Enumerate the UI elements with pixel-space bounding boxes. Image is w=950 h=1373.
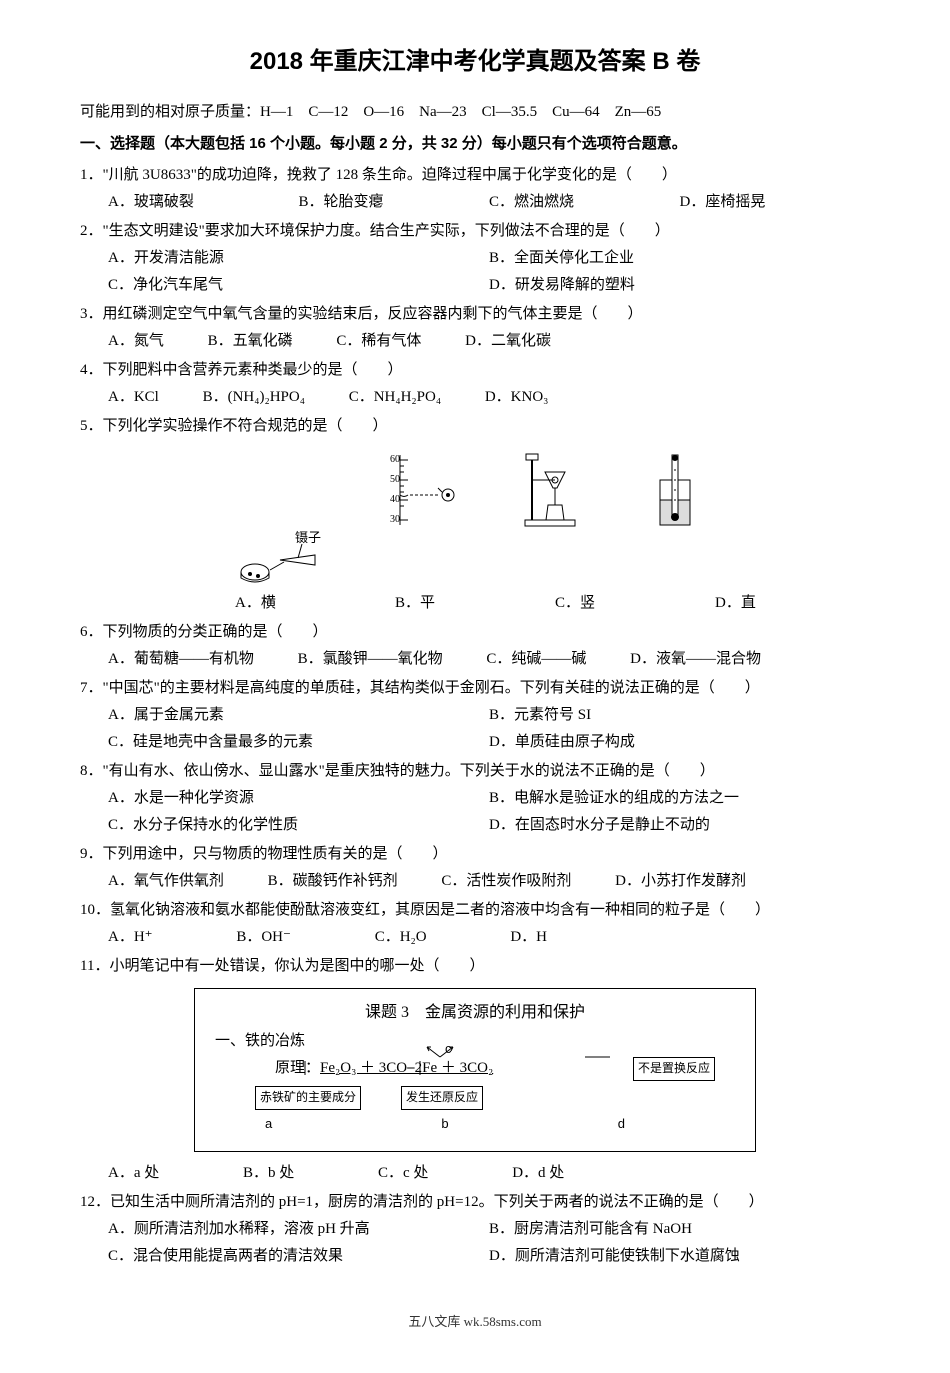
q8-opt-b: B．电解水是验证水的组成的方法之一: [489, 785, 870, 812]
question-11: 11．小明笔记中有一处错误，你认为是图中的哪一处（ ） 课题 3 金属资源的利用…: [80, 953, 870, 1187]
q2-opt-a: A．开发清洁能源: [108, 245, 489, 272]
q10-opt-d: D．H: [510, 924, 547, 951]
q11-opt-b: B．b 处: [243, 1160, 294, 1187]
q1-opt-b: B．轮胎变瘪: [299, 189, 490, 216]
q3-opt-c: C．稀有气体: [336, 328, 421, 355]
q12-opt-d: D．厕所清洁剂可能使铁制下水道腐蚀: [489, 1243, 870, 1270]
question-2: 2．"生态文明建设"要求加大环境保护力度。结合生产实际，下列做法不合理的是（ ）…: [80, 218, 870, 299]
q1-opt-c: C．燃油燃烧: [489, 189, 680, 216]
atomic-mass-info: 可能用到的相对原子质量：H—1 C—12 O—16 Na—23 Cl—35.5 …: [80, 99, 870, 126]
question-4: 4．下列肥料中含营养元素种类最少的是（ ） A．KCl B．(NH₄)₂HPO₄…: [80, 357, 870, 411]
q10-text: 10．氢氧化钠溶液和氨水都能使酚酞溶液变红，其原因是二者的溶液中均含有一种相同的…: [80, 897, 870, 924]
q3-opt-a: A．氮气: [108, 328, 164, 355]
q5-diagram-b: 60 50 40 30: [390, 450, 460, 530]
q11-box-title: 课题 3 金属资源的利用和保护: [215, 999, 735, 1028]
q11-letter-a: a: [265, 1112, 272, 1135]
svg-text:40: 40: [390, 494, 400, 505]
question-3: 3．用红磷测定空气中氧气含量的实验结束后，反应容器内剩下的气体主要是（ ） A．…: [80, 301, 870, 355]
q4-opt-c: C．NH₄H₂PO₄: [349, 384, 441, 411]
q9-opt-b: B．碳酸钙作补钙剂: [268, 868, 398, 895]
q11-opt-c: C．c 处: [378, 1160, 428, 1187]
q6-opt-d: D．液氧——混合物: [630, 646, 761, 673]
q6-text: 6．下列物质的分类正确的是（ ）: [80, 619, 870, 646]
q5-diagram-c: [520, 450, 590, 530]
page-footer: 五八文库 wk.58sms.com: [80, 1310, 870, 1333]
q12-opt-b: B．厨房清洁剂可能含有 NaOH: [489, 1216, 870, 1243]
q11-opt-d: D．d 处: [512, 1160, 564, 1187]
q3-opt-b: B．五氧化磷: [208, 328, 293, 355]
q1-opt-d: D．座椅摇晃: [680, 189, 871, 216]
q5-opt-c: C．竖: [555, 590, 675, 617]
question-5: 5．下列化学实验操作不符合规范的是（ ） 60 50 40 30: [80, 413, 870, 617]
q3-text: 3．用红磷测定空气中氧气含量的实验结束后，反应容器内剩下的气体主要是（ ）: [80, 301, 870, 328]
q5-diagram-a: 镊子: [240, 530, 360, 590]
q4-opt-d: D．KNO₃: [485, 384, 549, 411]
q7-opt-d: D．单质硅由原子构成: [489, 729, 870, 756]
question-6: 6．下列物质的分类正确的是（ ） A．葡萄糖——有机物 B．氯酸钾——氧化物 C…: [80, 619, 870, 673]
q2-opt-c: C．净化汽车尾气: [108, 272, 489, 299]
svg-text:50: 50: [390, 474, 400, 485]
q2-opt-b: B．全面关停化工企业: [489, 245, 870, 272]
question-9: 9．下列用途中，只与物质的物理性质有关的是（ ） A．氧气作供氧剂 B．碳酸钙作…: [80, 841, 870, 895]
q12-text: 12．已知生活中厕所清洁剂的 pH=1，厨房的清洁剂的 pH=12。下列关于两者…: [80, 1189, 870, 1216]
q9-opt-a: A．氧气作供氧剂: [108, 868, 224, 895]
svg-text:60: 60: [390, 454, 400, 465]
q5-text: 5．下列化学实验操作不符合规范的是（ ）: [80, 413, 870, 440]
q11-diagram: 课题 3 金属资源的利用和保护 一、铁的冶炼 原理：Fe₂O₃ ＋ 3CO⎯2F…: [80, 988, 870, 1152]
q6-opt-b: B．氯酸钾——氧化物: [298, 646, 443, 673]
q8-opt-c: C．水分子保持水的化学性质: [108, 812, 489, 839]
q5-diagrams: 60 50 40 30: [80, 450, 870, 530]
q8-opt-a: A．水是一种化学资源: [108, 785, 489, 812]
q7-text: 7．"中国芯"的主要材料是高纯度的单质硅，其结构类似于金刚石。下列有关硅的说法正…: [80, 675, 870, 702]
q10-opt-c: C．H₂O: [375, 924, 427, 951]
section-1-header: 一、选择题（本大题包括 16 个小题。每小题 2 分，共 32 分）每小题只有个…: [80, 130, 870, 158]
q7-opt-a: A．属于金属元素: [108, 702, 489, 729]
q10-opt-b: B．OH⁻: [236, 924, 291, 951]
q3-opt-d: D．二氧化碳: [465, 328, 551, 355]
q1-text: 1．"川航 3U8633"的成功迫降，挽救了 128 条生命。迫降过程中属于化学…: [80, 162, 870, 189]
q6-opt-c: C．纯碱——碱: [486, 646, 586, 673]
q11-opt-a: A．a 处: [108, 1160, 159, 1187]
q5-diagram-d: [650, 450, 700, 530]
q5-opt-d: D．直: [715, 590, 835, 617]
question-8: 8．"有山有水、依山傍水、显山露水"是重庆独特的魅力。下列关于水的说法不正确的是…: [80, 758, 870, 839]
q2-text: 2．"生态文明建设"要求加大环境保护力度。结合生产实际，下列做法不合理的是（ ）: [80, 218, 870, 245]
q9-text: 9．下列用途中，只与物质的物理性质有关的是（ ）: [80, 841, 870, 868]
question-1: 1．"川航 3U8633"的成功迫降，挽救了 128 条生命。迫降过程中属于化学…: [80, 162, 870, 216]
question-12: 12．已知生活中厕所清洁剂的 pH=1，厨房的清洁剂的 pH=12。下列关于两者…: [80, 1189, 870, 1270]
q8-text: 8．"有山有水、依山傍水、显山露水"是重庆独特的魅力。下列关于水的说法不正确的是…: [80, 758, 870, 785]
question-7: 7．"中国芯"的主要材料是高纯度的单质硅，其结构类似于金刚石。下列有关硅的说法正…: [80, 675, 870, 756]
q9-opt-c: C．活性炭作吸附剂: [441, 868, 571, 895]
q5-opt-b: B．平: [395, 590, 515, 617]
q12-opt-c: C．混合使用能提高两者的清洁效果: [108, 1243, 489, 1270]
q11-letter-b: b: [441, 1112, 448, 1135]
q8-opt-d: D．在固态时水分子是静止不动的: [489, 812, 870, 839]
q6-opt-a: A．葡萄糖——有机物: [108, 646, 254, 673]
page-title: 2018 年重庆江津中考化学真题及答案 B 卷: [80, 40, 870, 83]
question-10: 10．氢氧化钠溶液和氨水都能使酚酞溶液变红，其原因是二者的溶液中均含有一种相同的…: [80, 897, 870, 951]
q7-opt-b: B．元素符号 SI: [489, 702, 870, 729]
q4-opt-b: B．(NH₄)₂HPO₄: [203, 384, 305, 411]
q4-opt-a: A．KCl: [108, 384, 159, 411]
q5-nipper-label: 镊子: [295, 530, 321, 545]
q7-opt-c: C．硅是地壳中含量最多的元素: [108, 729, 489, 756]
q12-opt-a: A．厕所清洁剂加水稀释，溶液 pH 升高: [108, 1216, 489, 1243]
q10-opt-a: A．H⁺: [108, 924, 153, 951]
q5-opt-a: A．横: [235, 590, 355, 617]
q11-text: 11．小明笔记中有一处错误，你认为是图中的哪一处（ ）: [80, 953, 870, 980]
q4-text: 4．下列肥料中含营养元素种类最少的是（ ）: [80, 357, 870, 384]
q11-arrows: [255, 1049, 655, 1099]
svg-text:30: 30: [390, 514, 400, 525]
q11-letter-d: d: [618, 1112, 625, 1135]
q9-opt-d: D．小苏打作发酵剂: [615, 868, 746, 895]
q1-opt-a: A．玻璃破裂: [108, 189, 299, 216]
q2-opt-d: D．研发易降解的塑料: [489, 272, 870, 299]
